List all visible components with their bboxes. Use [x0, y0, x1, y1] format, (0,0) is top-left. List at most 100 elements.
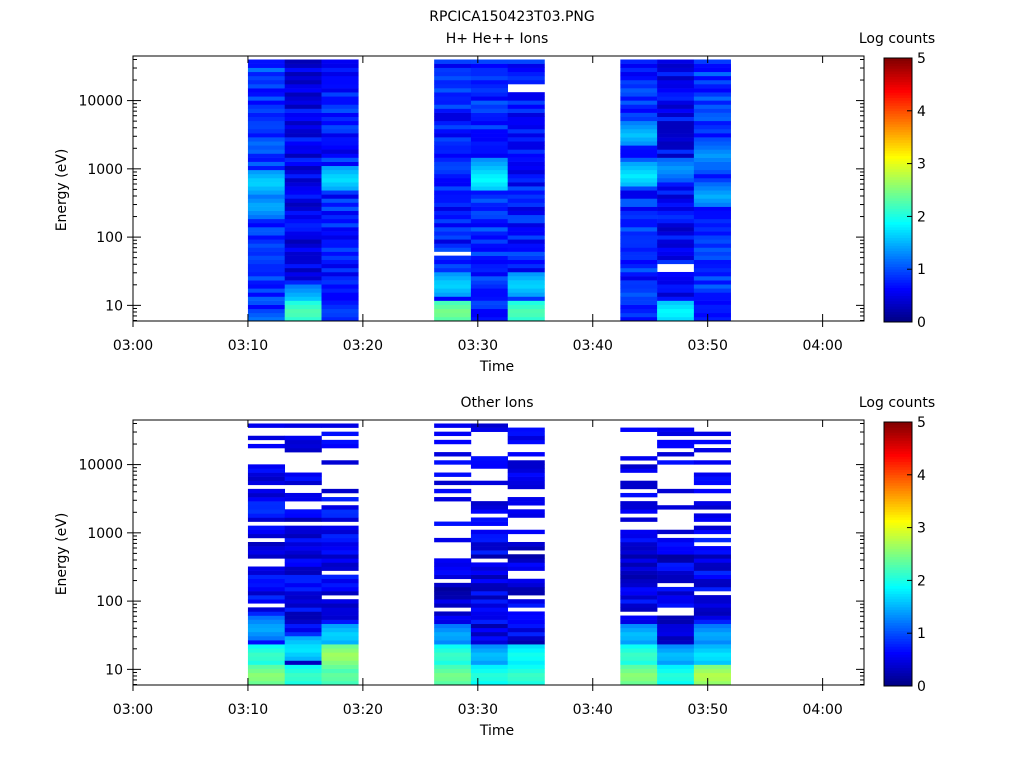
spectrogram-cell	[620, 648, 658, 653]
colorbar-segment	[884, 158, 912, 162]
spectrogram-cell	[693, 664, 731, 669]
spectrogram-cell	[507, 202, 545, 207]
spectrogram-cell	[470, 267, 508, 273]
spectrogram-cell	[321, 227, 359, 232]
spectrogram-cell	[434, 108, 472, 113]
spectrogram-cell	[620, 214, 658, 220]
spectrogram-cell	[434, 660, 472, 665]
colorbar-segment	[884, 612, 912, 616]
spectrogram-cell	[284, 562, 322, 567]
spectrogram-cell	[321, 280, 359, 285]
colorbar-segment	[884, 124, 912, 128]
colorbar-segment	[884, 84, 912, 88]
spectrogram-cell	[321, 124, 359, 130]
spectrogram-cell	[284, 546, 322, 551]
spectrogram-cell	[470, 112, 508, 117]
colorbar-segment	[884, 316, 912, 320]
colorbar-segment	[884, 530, 912, 534]
spectrogram-cell	[620, 292, 658, 297]
spectrogram-cell	[321, 247, 359, 252]
spectrogram-cell	[321, 550, 359, 555]
colorbar-segment	[884, 266, 912, 270]
spectrogram-cell	[620, 259, 658, 265]
spectrogram-cell	[470, 206, 508, 211]
spectrogram-cell	[247, 84, 286, 89]
panel-other-ions: Other Ions 03:00 03:10 03:20 03:30 03:40 03:5…	[54, 395, 935, 739]
spectrogram-cell	[693, 288, 731, 293]
colorbar-segment	[884, 601, 912, 605]
spectrogram-cell	[507, 554, 545, 559]
spectrogram-cell	[434, 149, 472, 154]
colorbar-segment	[884, 569, 912, 573]
spectrogram-cell	[693, 63, 731, 68]
colorbar-segment	[884, 424, 912, 428]
colorbar-segment	[884, 274, 912, 278]
spectrogram-cell	[693, 476, 731, 481]
spectrogram-cell	[693, 296, 731, 301]
spectrogram-cell	[507, 427, 545, 432]
spectrogram-cell	[284, 591, 322, 596]
x-tick-label: 03:30	[458, 338, 498, 354]
colorbar-segment	[884, 213, 912, 217]
spectrogram-cell	[470, 554, 508, 559]
spectrogram-cell	[470, 84, 508, 89]
spectrogram-cell	[620, 562, 658, 567]
spectrogram-cell	[657, 623, 695, 629]
colorbar-segment	[884, 306, 912, 310]
spectrogram-cell	[693, 312, 731, 318]
spectrogram-cell	[321, 586, 359, 592]
spectrogram-cell	[284, 133, 322, 138]
spectrogram-cell	[284, 104, 322, 109]
spectrogram-cell	[620, 578, 658, 584]
spectrogram-cell	[247, 239, 286, 244]
colorbar-segment	[884, 290, 912, 294]
spectrogram-cell	[657, 88, 695, 93]
spectrogram-cell	[620, 660, 658, 665]
spectrogram-cell	[470, 578, 508, 584]
spectrogram-cell	[434, 623, 472, 629]
spectrogram-cell	[507, 251, 545, 256]
colorbar-segment	[884, 646, 912, 650]
spectrogram-cell	[657, 546, 695, 551]
spectrogram-cell	[247, 635, 286, 641]
spectrogram-cell	[321, 271, 359, 277]
colorbar-segment	[884, 517, 912, 521]
spectrogram-cell	[284, 492, 322, 498]
spectrogram-cell	[693, 182, 731, 187]
spectrogram-cell	[247, 468, 286, 473]
spectrogram-cell	[620, 218, 658, 224]
spectrogram-cell	[247, 79, 286, 85]
spectrogram-cell	[284, 67, 322, 73]
spectrogram-cell	[247, 611, 286, 616]
spectrogram-cell	[284, 541, 322, 547]
spectrogram-cell	[657, 124, 695, 130]
spectrogram-cell	[247, 218, 286, 224]
spectrogram-cell	[657, 284, 695, 289]
spectrogram-cell	[434, 312, 472, 318]
x-tick-label: 03:50	[688, 702, 728, 718]
spectrogram-cell	[657, 169, 695, 175]
spectrogram-cell	[470, 149, 508, 154]
colorbar-tick-label: 2	[917, 209, 926, 225]
spectrogram-cell	[693, 59, 731, 64]
spectrogram-cell	[434, 480, 472, 486]
spectrogram-cell	[321, 312, 359, 318]
spectrogram-cell	[434, 79, 472, 85]
spectrogram-cell	[620, 141, 658, 146]
colorbar-segment	[884, 678, 912, 682]
spectrogram-cell	[693, 112, 731, 117]
spectrogram-cell	[247, 578, 286, 584]
colorbar-segment	[884, 538, 912, 542]
spectrogram-cell	[284, 202, 322, 207]
spectrogram-cell	[657, 153, 695, 158]
colorbar-segment	[884, 63, 912, 67]
spectrogram-cell	[693, 578, 731, 584]
spectrogram-cell	[507, 67, 545, 73]
spectrogram-cell	[657, 308, 695, 314]
spectrogram-cell	[693, 472, 731, 477]
spectrogram-cell	[247, 267, 286, 273]
spectrogram-cell	[470, 480, 508, 486]
spectrogram-cell	[284, 239, 322, 244]
spectrogram-cell	[247, 660, 286, 665]
spectrogram-cell	[693, 644, 731, 649]
